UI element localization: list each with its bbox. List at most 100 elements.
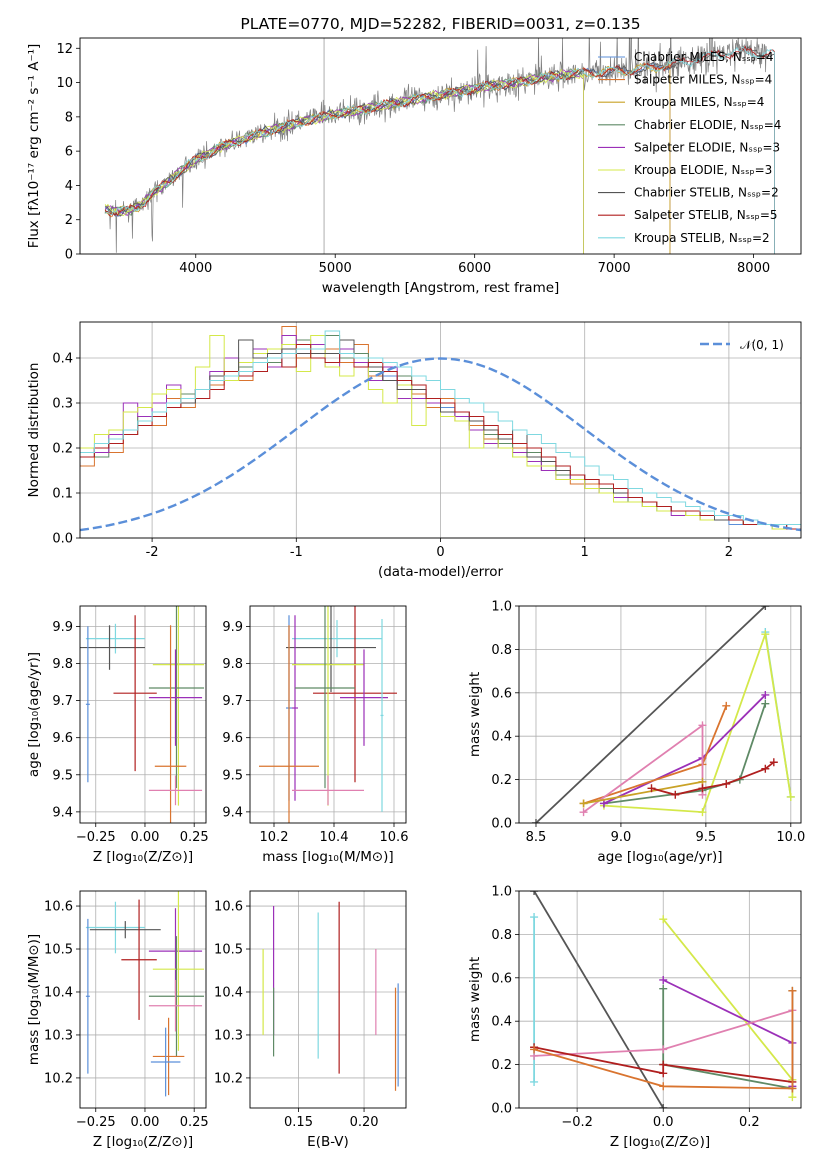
weight-marker <box>579 808 588 817</box>
y-axis-label: age [log₁₀(age/yr)] <box>26 652 42 777</box>
error-bar-point <box>148 908 203 995</box>
weight-marker <box>659 1082 668 1091</box>
error-bar-point <box>85 901 145 954</box>
weight-marker <box>659 1045 668 1054</box>
plot-frame <box>79 890 207 1109</box>
weight-marker <box>698 808 707 817</box>
y-tick-label: 8 <box>65 110 73 125</box>
weight-line <box>651 761 775 796</box>
y-tick-label: 0.0 <box>491 1102 512 1117</box>
legend-label: Kroupa MILES, Nₛₛₚ=4 <box>634 95 764 109</box>
weight-line <box>535 606 766 823</box>
weight-line <box>662 979 794 1087</box>
y-tick-label: 0.4 <box>491 730 512 745</box>
y-tick-label: 0.2 <box>491 1058 512 1073</box>
y-tick-label: 10.4 <box>44 985 73 1000</box>
x-tick-label: 0.25 <box>180 830 209 845</box>
plot-frame <box>249 605 407 824</box>
plot-frame <box>79 605 207 824</box>
y-tick-label: 9.4 <box>52 805 73 820</box>
weight-line <box>603 694 766 805</box>
weight-marker <box>531 819 540 823</box>
y-tick-label: 10.2 <box>44 1071 73 1086</box>
error-bar-point <box>154 625 187 823</box>
y-tick-label: 0.0 <box>52 532 73 547</box>
error-bar-point <box>259 625 319 823</box>
legend-label: Salpeter STELIB, Nₛₛₚ=5 <box>634 208 778 222</box>
model-line <box>104 46 775 254</box>
weight-marker <box>761 699 770 708</box>
x-tick-label: 5000 <box>319 261 352 276</box>
weight-marker <box>530 913 539 922</box>
y-tick-label: 9.7 <box>222 694 243 709</box>
error-bar-point <box>152 1017 185 1096</box>
x-axis-label: Z [log₁₀(Z/Z⊙)] <box>93 849 193 865</box>
x-axis-label: age [log₁₀(age/yr)] <box>597 849 722 865</box>
error-bar-point <box>121 899 157 1020</box>
x-tick-label: 2 <box>725 545 733 560</box>
model-line <box>104 62 671 254</box>
plot-area <box>80 606 205 823</box>
weight-marker <box>599 799 608 808</box>
weight-marker <box>659 915 668 924</box>
y-tick-label: 9.5 <box>222 768 243 783</box>
legend-label: 𝒩(0, 1) <box>740 338 784 352</box>
error-bar-point <box>148 775 203 806</box>
plot-area <box>104 38 775 254</box>
weight-marker <box>671 790 680 799</box>
y-tick-label: 10.3 <box>44 1028 73 1043</box>
chart-mass_vs_ebv: 0.15 0.20 10.2 10.3 10.4 10.5 10.6 E(B-V) <box>214 890 407 1150</box>
plot-area <box>262 901 399 1091</box>
y-tick-label: 9.6 <box>222 731 243 746</box>
legend-label: Chabrier STELIB, Nₛₛₚ=2 <box>634 186 779 200</box>
plot-area <box>530 891 797 1108</box>
chart-spectrum: 4000 5000 6000 7000 8000 0 2 4 6 8 10 12 Chabrier MI… <box>26 15 802 296</box>
plot-area <box>259 606 397 823</box>
weight-marker <box>761 764 770 773</box>
x-tick-label: 10.6 <box>380 830 409 845</box>
y-tick-label: 0.3 <box>52 397 73 412</box>
plot-frame <box>249 890 407 1109</box>
y-axis-label: Flux [fλ10⁻¹⁷ erg cm⁻² s⁻¹ A⁻¹] <box>26 44 42 249</box>
weight-line <box>583 780 703 805</box>
x-tick-label: 0.00 <box>130 830 159 845</box>
chart-age_vs_mass: 10.2 10.4 10.6 9.4 9.5 9.6 9.7 9.8 9.9 mass [log₁… <box>222 605 409 865</box>
weight-marker <box>659 1060 668 1069</box>
plot-area <box>531 606 795 823</box>
weight-marker <box>788 1084 797 1093</box>
weight-marker <box>659 984 668 993</box>
histogram-step <box>80 330 801 530</box>
error-bar-point <box>85 626 90 783</box>
model-line <box>104 62 671 254</box>
weight-marker <box>769 758 778 767</box>
x-tick-label: 10.2 <box>260 830 289 845</box>
weight-marker <box>722 779 731 788</box>
x-tick-label: 8.5 <box>526 830 547 845</box>
y-axis-label: mass weight <box>467 672 483 757</box>
model-line <box>104 68 584 254</box>
chart-mass_vs_Z: −0.25 0.00 0.25 10.2 10.3 10.4 10.5 10.6 Z [log₁… <box>26 890 209 1150</box>
legend: Chabrier MILES, Nₛₛₚ=4 Salpeter MILES, Nₛ… <box>598 50 781 245</box>
x-tick-label: 7000 <box>598 261 631 276</box>
plot-frame <box>518 605 802 824</box>
plot-frame <box>518 890 802 1109</box>
x-tick-label: −0.25 <box>76 1115 116 1130</box>
y-tick-label: 10.6 <box>214 900 243 915</box>
weight-marker <box>530 891 539 895</box>
error-bar-point <box>150 1027 181 1097</box>
error-bar-point <box>80 625 145 670</box>
weight-marker <box>530 1077 539 1086</box>
y-tick-label: 9.9 <box>222 620 243 635</box>
y-tick-label: 6 <box>65 145 73 160</box>
weight-marker <box>698 721 707 730</box>
error-bar-point <box>340 649 388 746</box>
x-tick-label: −0.2 <box>561 1115 593 1130</box>
y-tick-label: 10.6 <box>44 900 73 915</box>
legend-label: Kroupa STELIB, Nₛₛₚ=2 <box>634 231 770 245</box>
x-tick-label: 9.0 <box>611 830 632 845</box>
plot-area <box>80 326 801 532</box>
y-tick-label: 0.4 <box>52 352 73 367</box>
model-line <box>104 69 584 254</box>
y-tick-label: 2 <box>65 213 73 228</box>
plot-area <box>85 891 205 1097</box>
